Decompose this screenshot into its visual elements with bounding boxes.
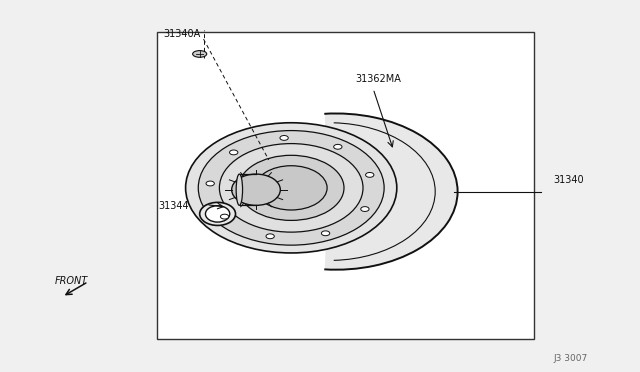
Ellipse shape xyxy=(365,173,374,177)
Ellipse shape xyxy=(232,174,280,205)
Ellipse shape xyxy=(280,135,288,140)
Polygon shape xyxy=(325,113,458,270)
Ellipse shape xyxy=(236,174,243,205)
Ellipse shape xyxy=(186,123,397,253)
Ellipse shape xyxy=(321,231,330,236)
Text: 31362MA: 31362MA xyxy=(355,74,401,84)
Ellipse shape xyxy=(230,150,238,155)
Ellipse shape xyxy=(255,166,327,210)
Text: 31344: 31344 xyxy=(158,202,189,211)
Ellipse shape xyxy=(333,144,342,149)
Ellipse shape xyxy=(198,131,384,245)
Ellipse shape xyxy=(200,202,236,225)
Text: FRONT: FRONT xyxy=(54,276,88,286)
Ellipse shape xyxy=(361,206,369,211)
Ellipse shape xyxy=(266,234,275,239)
Ellipse shape xyxy=(205,206,230,222)
Ellipse shape xyxy=(206,181,214,186)
Ellipse shape xyxy=(220,144,363,232)
Text: 31340: 31340 xyxy=(554,176,584,185)
Ellipse shape xyxy=(220,214,228,219)
Bar xyxy=(157,32,534,339)
Ellipse shape xyxy=(238,155,344,220)
Ellipse shape xyxy=(193,51,207,57)
Text: J3 3007: J3 3007 xyxy=(554,354,588,363)
Text: 31340A: 31340A xyxy=(164,29,201,39)
